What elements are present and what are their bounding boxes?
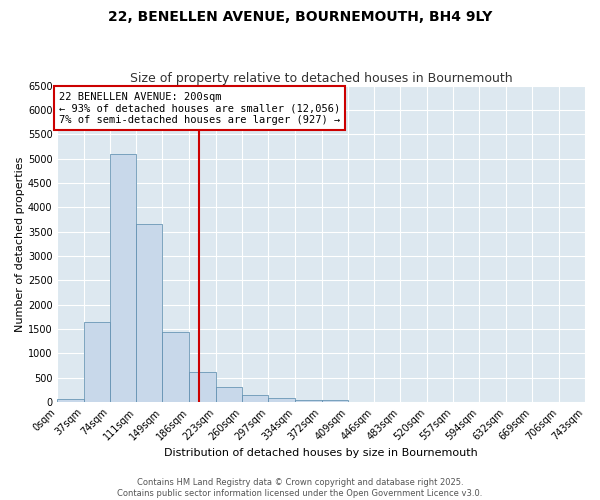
Bar [268,398,295,402]
Bar [136,224,163,402]
Bar [163,332,190,402]
Text: 22, BENELLEN AVENUE, BOURNEMOUTH, BH4 9LY: 22, BENELLEN AVENUE, BOURNEMOUTH, BH4 9L… [108,10,492,24]
Bar [216,387,242,402]
Bar [190,372,216,402]
Bar [110,154,136,402]
Text: 22 BENELLEN AVENUE: 200sqm
← 93% of detached houses are smaller (12,056)
7% of s: 22 BENELLEN AVENUE: 200sqm ← 93% of deta… [59,92,340,124]
X-axis label: Distribution of detached houses by size in Bournemouth: Distribution of detached houses by size … [164,448,478,458]
Bar [295,400,322,402]
Y-axis label: Number of detached properties: Number of detached properties [15,156,25,332]
Text: Contains HM Land Registry data © Crown copyright and database right 2025.
Contai: Contains HM Land Registry data © Crown c… [118,478,482,498]
Bar [83,322,110,402]
Title: Size of property relative to detached houses in Bournemouth: Size of property relative to detached ho… [130,72,512,85]
Bar [322,400,348,402]
Bar [58,400,83,402]
Bar [242,396,268,402]
